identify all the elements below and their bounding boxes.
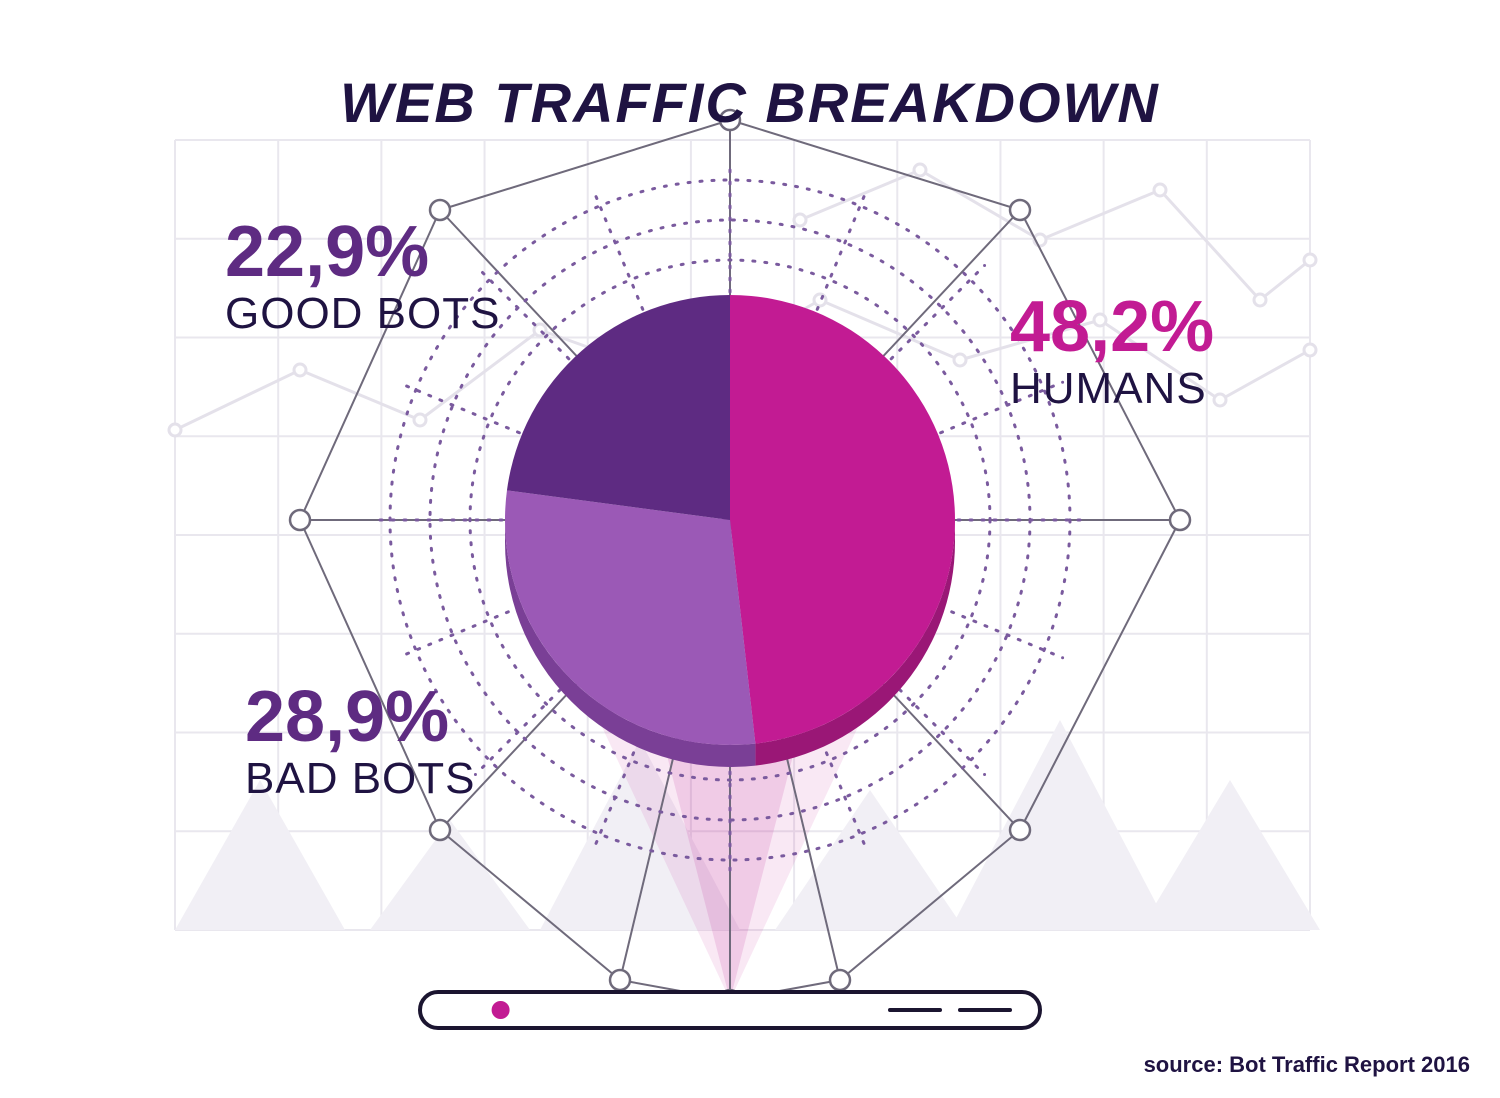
slice-label-good_bots: 22,9%GOOD BOTS [225, 215, 500, 337]
infographic-stage: WEB TRAFFIC BREAKDOWN 48,2%HUMANS 28,9%BA… [0, 0, 1500, 1098]
slice-name-humans: HUMANS [1010, 366, 1214, 412]
slice-pct-humans: 48,2% [1010, 290, 1214, 366]
slice-pct-good_bots: 22,9% [225, 215, 500, 291]
graphic-layer [0, 0, 1500, 1098]
slice-label-humans: 48,2%HUMANS [1010, 290, 1214, 412]
device-bar [420, 992, 1040, 1028]
slice-name-bad_bots: BAD BOTS [245, 756, 476, 802]
pie-slice-humans [730, 295, 955, 744]
chart-title: WEB TRAFFIC BREAKDOWN [0, 70, 1500, 135]
slice-label-bad_bots: 28,9%BAD BOTS [245, 680, 476, 802]
pie-chart [505, 295, 955, 767]
slice-pct-bad_bots: 28,9% [245, 680, 476, 756]
slice-name-good_bots: GOOD BOTS [225, 291, 500, 337]
source-attribution: source: Bot Traffic Report 2016 [1144, 1052, 1470, 1078]
